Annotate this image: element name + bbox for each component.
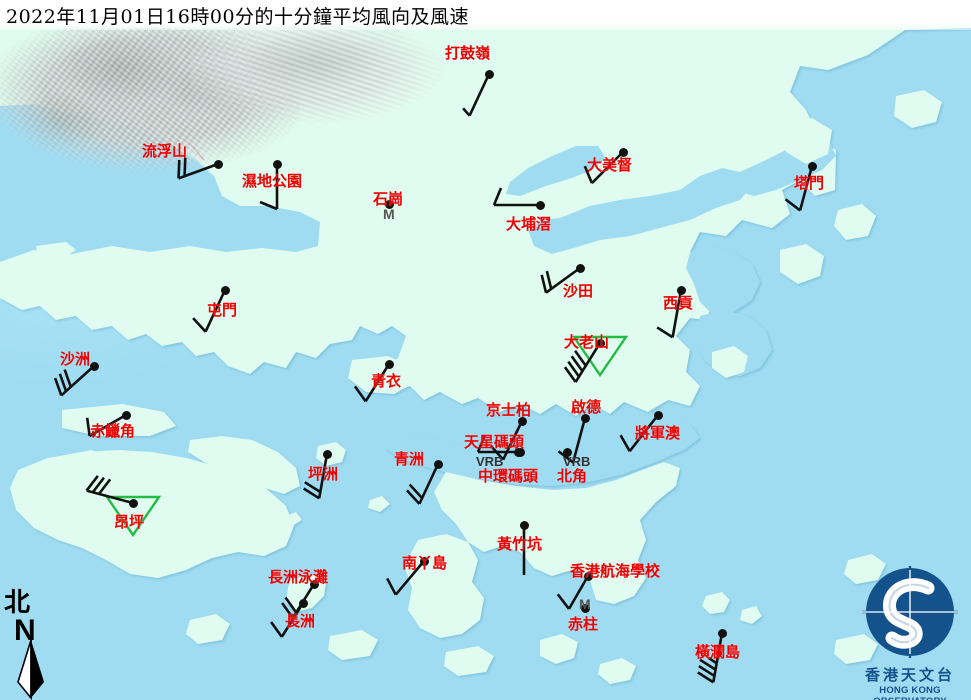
station-label: 沙洲	[60, 350, 91, 368]
station-label: 沙田	[563, 282, 594, 300]
wind-barb	[462, 73, 491, 117]
north-arrow: 北 N	[2, 588, 68, 700]
station-label: 啟德	[571, 398, 602, 416]
station-dot	[322, 449, 332, 459]
station-label: 濕地公園	[242, 172, 303, 190]
station-label: 京士柏	[486, 401, 532, 419]
variable-wind-marker: VRB	[476, 454, 504, 469]
station-label: 流浮山	[142, 142, 188, 160]
wind-barb	[540, 266, 581, 294]
missing-data-marker: M	[383, 206, 395, 222]
station-label: 屯門	[207, 301, 238, 319]
variable-wind-marker: VRB	[563, 454, 591, 469]
station-label: 中環碼頭	[478, 467, 539, 485]
station-label: 坪洲	[308, 465, 339, 483]
wind-barb	[656, 289, 683, 339]
wind-barb	[177, 157, 219, 180]
wind-barb	[405, 463, 440, 505]
hko-logo: 香港天文台 HONG KONG OBSERVATORY	[851, 566, 969, 700]
station-label: 將軍澳	[635, 424, 681, 442]
wind-barb	[784, 165, 814, 212]
wind-barb	[492, 187, 540, 207]
station-label: 赤鱲角	[90, 422, 136, 440]
wind-barb	[386, 560, 425, 596]
satellite-imagery-shenzhen	[190, 22, 450, 127]
station-label: 昂坪	[114, 513, 145, 531]
station-label: 西貢	[663, 294, 694, 312]
station-label: 長洲	[285, 612, 316, 630]
station-dot	[384, 199, 394, 209]
wind-barb	[302, 453, 329, 500]
station-label: 大美督	[587, 156, 633, 174]
wind-barb	[53, 365, 95, 397]
wind-barb	[697, 632, 724, 684]
station-label: 南丫島	[402, 554, 448, 572]
wind-barb	[85, 475, 134, 505]
station-label: 青衣	[371, 372, 402, 390]
wind-barb	[270, 602, 305, 638]
station-dot	[580, 603, 590, 613]
station-dot	[515, 447, 525, 457]
station-label: 石崗	[373, 190, 404, 208]
station-dot	[562, 447, 572, 457]
north-arrow-needle	[17, 640, 44, 700]
wind-barb	[85, 413, 127, 438]
station-label: 長洲泳灘	[268, 568, 329, 586]
wind-barb	[583, 151, 624, 185]
title-bar	[0, 0, 971, 30]
station-label: 天星碼頭	[464, 433, 525, 451]
wind-barb	[259, 164, 279, 211]
wind-barb	[522, 525, 526, 575]
page-title: 2022年11月01日16時00分的十分鐘平均風向及風速	[6, 6, 470, 28]
wind-barb	[557, 417, 587, 464]
gale-indicator-triangle	[104, 495, 162, 538]
wind-barb	[192, 289, 227, 333]
wind-barb	[619, 414, 660, 453]
station-label: 青洲	[394, 450, 425, 468]
hko-logo-chinese: 香港天文台	[864, 666, 955, 684]
wind-barb	[476, 434, 518, 454]
station-label: 大埔滘	[506, 215, 552, 233]
wind-barb	[556, 575, 590, 610]
station-label: 塔門	[794, 174, 825, 192]
gale-indicator-triangle	[571, 335, 629, 378]
wind-barb	[563, 342, 602, 383]
north-arrow-letter: N	[14, 614, 36, 647]
station-label: 赤柱	[568, 615, 599, 633]
station-label: 橫瀾島	[695, 643, 741, 661]
missing-data-marker: M	[579, 596, 591, 612]
station-label: 北角	[557, 467, 588, 485]
hko-logo-mark	[862, 566, 958, 658]
wind-barb	[353, 363, 391, 403]
station-label: 香港航海學校	[570, 562, 661, 580]
hko-logo-english: HONG KONG OBSERVATORY	[873, 685, 946, 700]
north-arrow-chinese: 北	[4, 588, 31, 618]
station-label: 黃竹坑	[497, 535, 543, 553]
station-label: 大老山	[564, 333, 610, 351]
station-label: 打鼓嶺	[445, 44, 491, 62]
